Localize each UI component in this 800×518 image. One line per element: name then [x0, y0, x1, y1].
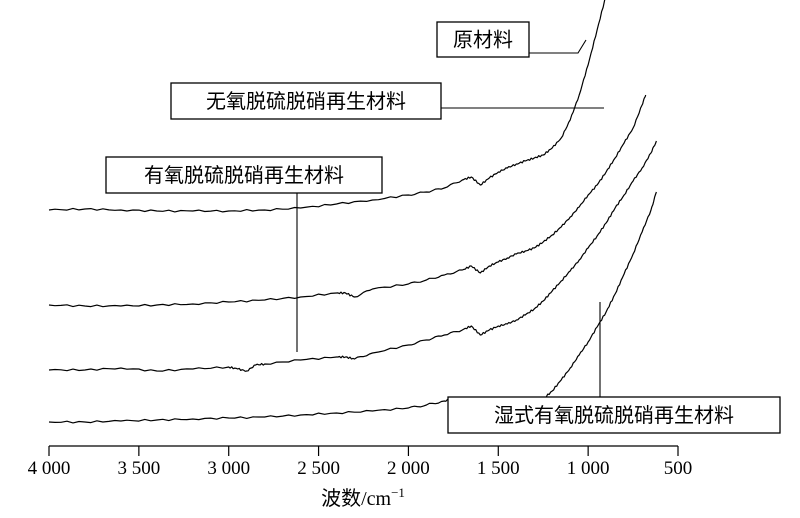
- series-label-box-1: [436, 21, 530, 58]
- series-label-box-3: [105, 156, 383, 194]
- series-label-4: 湿式有氧脱硫脱硝再生材料: [494, 403, 734, 427]
- x-axis-title-superscript: −1: [391, 485, 405, 500]
- series-label-box-2: [170, 82, 442, 120]
- series-label-box-4: [447, 396, 781, 434]
- series-line-2: [48, 94, 647, 308]
- x-tick-label: 3 500: [117, 458, 160, 479]
- x-tick-label: 1 000: [567, 458, 610, 479]
- leader-line-1: [528, 39, 587, 54]
- x-tick-label: 500: [664, 458, 693, 479]
- series-line-1: [48, 0, 606, 213]
- series-layer: [48, 0, 657, 424]
- x-tick-label: 3 000: [207, 458, 250, 479]
- x-axis: 4 000 3 500 3 000 2 500 2 000 1 500 1 000 500: [28, 445, 693, 479]
- series-line-3: [48, 140, 657, 372]
- series-label-3: 有氧脱硫脱硝再生材料: [144, 163, 344, 187]
- x-axis-title: 波数/cm−1: [321, 485, 405, 510]
- leader-lines: [296, 39, 604, 400]
- series-label-2: 无氧脱硫脱硝再生材料: [206, 89, 406, 113]
- series-label-1: 原材料: [453, 28, 513, 52]
- series-line-4: [48, 191, 657, 424]
- x-tick-label: 2 000: [387, 458, 430, 479]
- x-tick-label: 2 500: [297, 458, 340, 479]
- x-tick-label: 1 500: [477, 458, 520, 479]
- x-tick-label: 4 000: [28, 458, 71, 479]
